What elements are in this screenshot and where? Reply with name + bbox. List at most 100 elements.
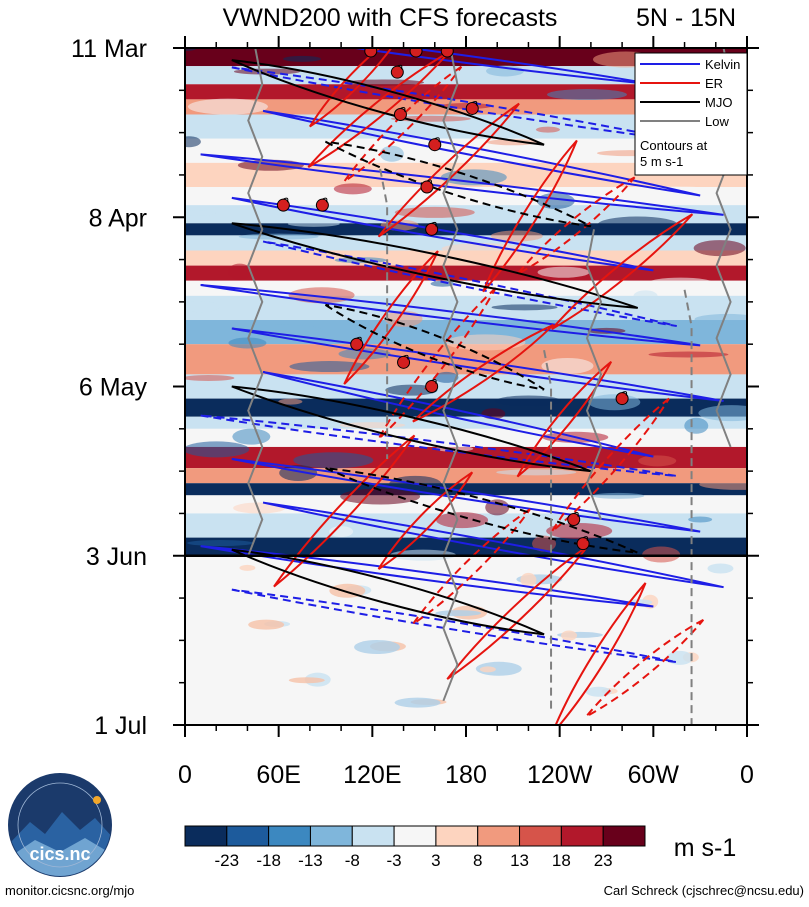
er-contour-3 — [482, 139, 578, 293]
er-contour-16 — [585, 618, 705, 718]
storm-marker-13 — [425, 379, 439, 393]
anomaly-patch-14 — [340, 488, 421, 505]
colorbar-swatch-4 — [351, 825, 395, 847]
anomaly-patch-10 — [633, 290, 658, 302]
anomaly-patch-49 — [546, 89, 627, 101]
er-contour-13 — [412, 508, 531, 625]
y-tick-label: 3 Jun — [86, 543, 147, 571]
er-contour-15 — [554, 582, 647, 725]
forecast-patch-16 — [561, 630, 578, 641]
storm-tail-icon — [397, 64, 403, 70]
legend: Kelvin ER MJO Low Contours at 5 m s-1 — [634, 52, 748, 176]
colorbar-level-label: -18 — [256, 851, 281, 870]
storm-marker-12 — [397, 354, 411, 369]
kelvin-contour-2 — [262, 109, 701, 197]
anomaly-patch-5 — [684, 417, 709, 434]
low-contour-3 — [543, 350, 553, 713]
anomaly-patch-21 — [185, 210, 216, 217]
anomaly-patch-76 — [185, 301, 220, 313]
er-contour-12 — [377, 471, 474, 570]
legend-note-line2: 5 m s-1 — [640, 154, 683, 169]
colorbar-level-label: 18 — [552, 851, 571, 870]
storm-icon — [440, 48, 454, 58]
anomaly-patch-17 — [436, 512, 489, 529]
x-tick-label: 0 — [178, 761, 192, 789]
x-tick-label: 120W — [527, 761, 593, 789]
forecast-patch-17 — [666, 650, 693, 665]
anomaly-patch-61 — [333, 183, 372, 195]
er-contour-2 — [377, 102, 520, 238]
forecast-patch-18 — [288, 677, 325, 684]
storm-tail-icon — [426, 179, 432, 185]
er-contour-4 — [516, 176, 636, 275]
kelvin-contour-9 — [200, 414, 677, 477]
low-contour-0 — [247, 48, 264, 557]
storm-tail-icon — [431, 221, 437, 227]
anomaly-patch-62 — [541, 357, 594, 374]
forecast-patch-24 — [479, 666, 496, 673]
anomaly-patch-87 — [287, 220, 340, 227]
shading-band-24 — [185, 495, 747, 514]
x-tick-label: 120E — [343, 761, 401, 789]
anomaly-patch-44 — [597, 216, 678, 233]
logo-text: cics.nc — [29, 844, 90, 864]
anomaly-patch-29 — [187, 98, 268, 115]
colorbar-swatch-6 — [435, 825, 479, 847]
forecast-patch-23 — [354, 640, 401, 655]
kelvin-contour-6 — [200, 283, 701, 347]
forecast-patch-13 — [707, 563, 734, 574]
anomaly-patch-8 — [185, 441, 250, 458]
shading-band-14 — [185, 295, 747, 321]
storm-marker-1 — [409, 48, 423, 58]
anomaly-patch-73 — [647, 277, 714, 289]
anomaly-patch-39 — [648, 351, 729, 358]
mjo-contour-6 — [231, 548, 545, 636]
chart-region: 5N - 15N — [636, 4, 736, 32]
legend-label-kelvin: Kelvin — [705, 57, 740, 72]
storm-tail-icon — [472, 100, 478, 106]
storm-marker-11 — [350, 336, 364, 351]
er-contour-8 — [412, 323, 555, 423]
storm-marker-5 — [465, 100, 479, 115]
storm-marker-8 — [276, 197, 290, 212]
colorbar-level-label: -3 — [387, 851, 402, 870]
kelvin-contour-13 — [231, 588, 677, 664]
footer-url[interactable]: monitor.cicsnc.org/mjo — [5, 883, 134, 898]
legend-label-er: ER — [705, 76, 723, 91]
forecast-patch-20 — [520, 572, 537, 587]
mjo-contour-0 — [231, 59, 545, 146]
er-contour-9 — [516, 360, 613, 478]
storm-tail-icon — [403, 354, 409, 360]
x-tick-label: 60W — [628, 761, 680, 789]
footer-credit: Carl Schreck (cjschrec@ncsu.edu) — [604, 883, 804, 898]
mjo-contour-3 — [324, 303, 545, 391]
er-contour-11 — [273, 434, 416, 588]
forecast-patch-19 — [394, 697, 441, 708]
anomaly-patch-66 — [283, 55, 322, 62]
anomaly-patch-82 — [338, 348, 391, 360]
anomaly-patch-85 — [434, 371, 459, 383]
anomaly-patch-59 — [445, 334, 526, 351]
colorbar-level-label: -23 — [215, 851, 240, 870]
storm-marker-0 — [364, 48, 378, 58]
mjo-contour-5 — [325, 467, 639, 554]
y-tick-label: 1 Jul — [94, 712, 147, 740]
storm-tail-icon — [431, 379, 437, 384]
storm-marker-3 — [390, 64, 404, 79]
colorbar-swatch-3 — [309, 825, 353, 847]
storm-marker-15 — [567, 511, 581, 526]
storm-marker-9 — [315, 197, 329, 212]
anomaly-patch-50 — [227, 263, 252, 280]
colorbar-swatch-2 — [268, 825, 311, 847]
anomaly-patch-2 — [588, 394, 641, 411]
shading-band-23 — [185, 483, 747, 496]
y-tick-label: 11 Mar — [71, 35, 147, 63]
anomaly-patch-42 — [185, 375, 235, 382]
storm-marker-14 — [615, 391, 629, 406]
anomaly-patch-35 — [379, 145, 404, 162]
cicsnc-logo: cics.nc — [8, 773, 112, 877]
er-contour-10 — [551, 397, 670, 533]
x-axis: 0 60E 120E 180 120W 60W 0 — [178, 36, 754, 789]
colorbar: -23 -18 -13 -8 -3 3 8 13 18 23 — [184, 825, 646, 870]
